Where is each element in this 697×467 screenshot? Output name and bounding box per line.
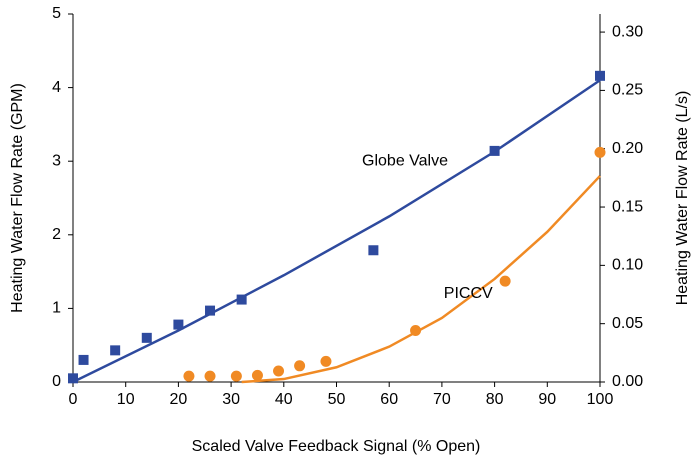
data-point: [204, 370, 216, 382]
y-axis-title: Heating Water Flow Rate (GPM): [9, 83, 26, 313]
y2-tick-label: 0.10: [612, 257, 643, 274]
y2-tick-label: 0.20: [612, 140, 643, 157]
data-point: [594, 146, 606, 158]
y2-tick-label: 0.15: [612, 198, 643, 215]
data-point: [173, 319, 184, 330]
x-tick-label: 30: [222, 391, 240, 408]
data-point: [68, 373, 78, 384]
y2-tick-label: 0.30: [612, 23, 643, 40]
y2-axis-title: Heating Water Flow Rate (L/s): [674, 91, 691, 306]
data-point: [251, 369, 263, 381]
x-tick-label: 70: [433, 391, 451, 408]
x-axis-title: Scaled Valve Feedback Signal (% Open): [192, 438, 481, 455]
fit-line: [241, 175, 601, 384]
x-tick-label: 10: [117, 391, 135, 408]
y2-tick-label: 0.05: [612, 315, 643, 332]
y-tick-label: 3: [52, 152, 61, 169]
data-point: [595, 70, 605, 81]
x-tick-label: 80: [486, 391, 504, 408]
y-tick-label: 0: [52, 373, 61, 390]
x-tick-label: 100: [587, 391, 614, 408]
data-point: [78, 354, 89, 365]
fit-line: [72, 79, 601, 384]
data-point: [499, 275, 511, 287]
x-tick-label: 50: [328, 391, 346, 408]
y-tick-label: 5: [52, 5, 61, 22]
data-point: [141, 332, 152, 343]
y-tick-label: 4: [52, 79, 61, 96]
data-point: [273, 365, 285, 377]
data-point: [294, 360, 306, 372]
x-tick-label: 60: [380, 391, 398, 408]
y2-tick-label: 0.25: [612, 82, 643, 99]
data-point: [205, 305, 216, 316]
x-tick-label: 40: [275, 391, 293, 408]
data-point: [110, 345, 121, 356]
x-tick-label: 90: [538, 391, 556, 408]
data-point: [230, 370, 242, 382]
data-point: [236, 294, 247, 305]
x-tick-label: 0: [69, 391, 78, 408]
annotation: PICCV: [444, 285, 493, 302]
data-point: [183, 370, 195, 382]
y2-tick-label: 0.00: [612, 373, 643, 390]
y-tick-label: 2: [52, 226, 61, 243]
data-point: [320, 355, 332, 367]
y-tick-label: 1: [52, 300, 61, 317]
annotation: Globe Valve: [362, 152, 448, 169]
data-point: [368, 245, 379, 256]
x-tick-label: 20: [170, 391, 188, 408]
